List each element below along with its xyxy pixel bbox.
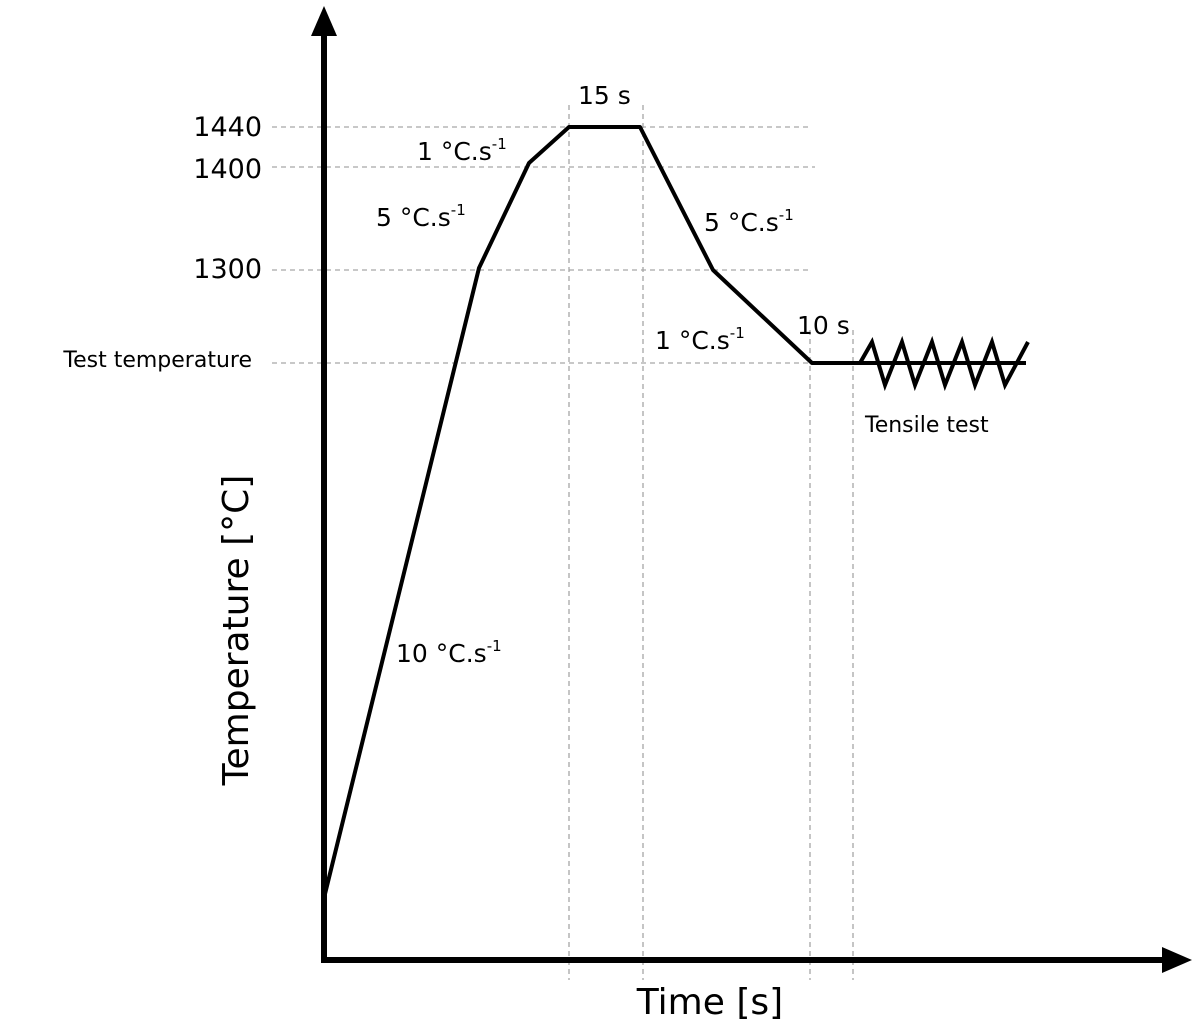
rate-heat-1-exp: -1 <box>492 135 507 153</box>
rate-heat-10-label: 10 °C.s-1 <box>396 637 502 668</box>
rate-cool-5-value: 5 °C.s <box>704 208 779 237</box>
rate-cool-1-value: 1 °C.s <box>655 326 730 355</box>
temperature-profile-line <box>322 125 853 899</box>
y-tick-1300: 1300 <box>193 254 262 285</box>
x-axis-title: Time [s] <box>636 982 783 1023</box>
rate-heat-5-value: 5 °C.s <box>376 203 451 232</box>
guide-lines <box>272 105 854 980</box>
rate-heat-10-value: 10 °C.s <box>396 639 487 668</box>
rate-cool-1-exp: -1 <box>730 324 745 342</box>
rate-heat-5-label: 5 °C.s-1 <box>376 201 466 232</box>
y-axis-title: Temperature [°C] <box>216 475 257 787</box>
rate-heat-10-exp: -1 <box>487 637 502 655</box>
rate-heat-1-value: 1 °C.s <box>417 137 492 166</box>
rate-cool-1-label: 1 °C.s-1 <box>655 324 745 355</box>
y-tick-1400: 1400 <box>193 154 262 185</box>
rate-cool-5-label: 5 °C.s-1 <box>704 206 794 237</box>
y-tick-1440: 1440 <box>193 112 262 143</box>
hold-test-label: 10 s <box>797 311 850 340</box>
rate-cool-5-exp: -1 <box>779 206 794 224</box>
hold-top-label: 15 s <box>578 81 631 110</box>
rate-heat-1-label: 1 °C.s-1 <box>417 135 507 166</box>
rate-heat-5-exp: -1 <box>451 201 466 219</box>
y-tick-test-temperature: Test temperature <box>62 348 252 373</box>
y-axis-arrow <box>311 6 337 36</box>
tensile-test-label: Tensile test <box>864 413 989 438</box>
x-axis-arrow <box>1162 947 1192 973</box>
axes <box>311 6 1192 973</box>
